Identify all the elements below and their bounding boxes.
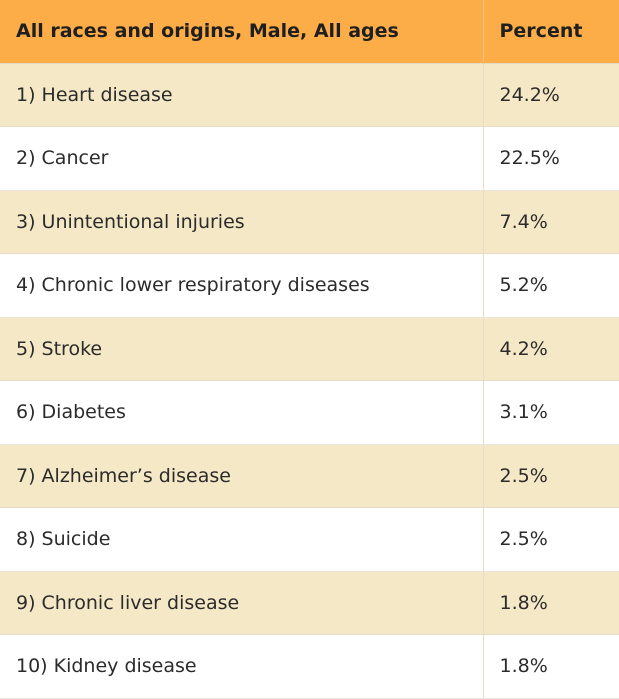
percent-cell: 3.1%	[482, 380, 619, 445]
table-body: 1) Heart disease 24.2% 2) Cancer 22.5% 3…	[0, 62, 619, 699]
header-cause: All races and origins, Male, All ages	[0, 0, 483, 63]
table-row: 5) Stroke 4.2%	[0, 316, 619, 381]
table-row: 8) Suicide 2.5%	[0, 507, 619, 572]
percent-cell: 5.2%	[482, 253, 619, 318]
percent-cell: 7.4%	[482, 189, 619, 254]
percent-cell: 2.5%	[482, 443, 619, 508]
table-row: 6) Diabetes 3.1%	[0, 380, 619, 445]
cause-cell: 1) Heart disease	[0, 62, 483, 127]
cause-cell: 6) Diabetes	[0, 380, 483, 445]
percent-cell: 2.5%	[482, 507, 619, 572]
percent-cell: 22.5%	[482, 126, 619, 191]
percent-cell: 24.2%	[482, 62, 619, 127]
header-row: All races and origins, Male, All ages Pe…	[0, 0, 619, 63]
cause-cell: 4) Chronic lower respiratory diseases	[0, 253, 483, 318]
percent-cell: 1.8%	[482, 570, 619, 635]
percent-cell: 4.2%	[482, 316, 619, 381]
table-row: 10) Kidney disease 1.8%	[0, 634, 619, 699]
table-row: 1) Heart disease 24.2%	[0, 62, 619, 127]
header-percent: Percent	[482, 0, 619, 63]
table-row: 4) Chronic lower respiratory diseases 5.…	[0, 253, 619, 318]
cause-cell: 3) Unintentional injuries	[0, 189, 483, 254]
cause-cell: 8) Suicide	[0, 507, 483, 572]
table-row: 2) Cancer 22.5%	[0, 126, 619, 191]
cause-cell: 5) Stroke	[0, 316, 483, 381]
cause-cell: 2) Cancer	[0, 126, 483, 191]
table-header: All races and origins, Male, All ages Pe…	[0, 0, 619, 63]
table-row: 9) Chronic liver disease 1.8%	[0, 570, 619, 635]
cause-cell: 9) Chronic liver disease	[0, 570, 483, 635]
table-row: 3) Unintentional injuries 7.4%	[0, 189, 619, 254]
cause-cell: 10) Kidney disease	[0, 634, 483, 699]
percent-cell: 1.8%	[482, 634, 619, 699]
table-row: 7) Alzheimer’s disease 2.5%	[0, 443, 619, 508]
cause-cell: 7) Alzheimer’s disease	[0, 443, 483, 508]
